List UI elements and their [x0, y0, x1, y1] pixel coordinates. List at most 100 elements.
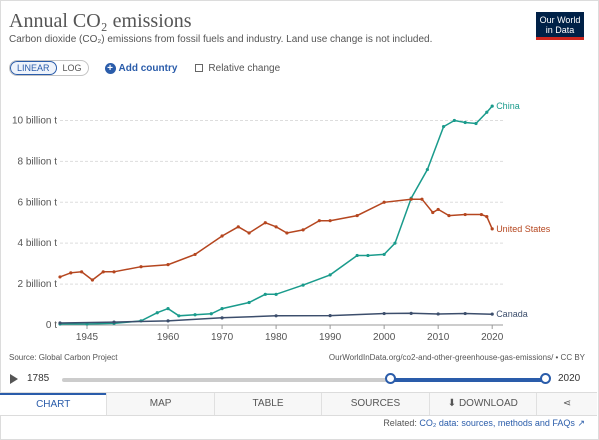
external-link-icon: ↗ — [577, 418, 585, 428]
data-point — [409, 311, 413, 315]
data-point — [328, 219, 332, 223]
timeline-start-label: 1785 — [27, 373, 50, 384]
data-point — [58, 275, 62, 279]
tab-map[interactable]: MAP — [106, 393, 213, 415]
chart-controls: LINEAR LOG + Add country Relative change — [9, 60, 280, 76]
data-point — [112, 270, 116, 274]
add-country-button[interactable]: + Add country — [104, 62, 178, 74]
timeline-selected-range — [391, 378, 545, 382]
data-point — [490, 312, 494, 316]
tab-download[interactable]: ⬇ DOWNLOAD — [428, 393, 536, 415]
x-tick-label: 1970 — [211, 332, 234, 343]
data-point — [80, 270, 84, 274]
data-point — [425, 167, 429, 172]
data-point — [463, 311, 467, 316]
data-point — [220, 316, 224, 320]
related-link[interactable]: CO₂ data: sources, methods and FAQs — [419, 418, 575, 428]
data-point — [447, 213, 451, 218]
data-point — [420, 197, 424, 201]
data-point — [274, 292, 278, 296]
data-point — [166, 263, 170, 267]
source-note: Source: Global Carbon Project — [9, 353, 118, 362]
x-tick-label: 2010 — [427, 332, 450, 343]
share-button[interactable]: ⋖ — [536, 393, 597, 415]
tab-bar: CHART MAP TABLE SOURCES ⬇ DOWNLOAD ⋖ — [0, 392, 597, 416]
data-point — [193, 252, 197, 257]
data-point — [236, 225, 240, 229]
data-point — [479, 212, 483, 217]
data-point — [263, 292, 267, 296]
log-button[interactable]: LOG — [62, 63, 82, 73]
share-icon: ⋖ — [562, 398, 572, 409]
data-point — [409, 197, 413, 201]
data-point — [328, 313, 332, 318]
timeline-track[interactable] — [62, 378, 546, 382]
y-tick-label: 0 t — [46, 320, 57, 331]
linear-button[interactable]: LINEAR — [10, 61, 57, 75]
y-tick-label: 4 billion t — [18, 238, 58, 249]
data-point — [112, 320, 116, 324]
add-country-label: Add country — [118, 62, 178, 74]
y-tick-label: 2 billion t — [18, 279, 58, 290]
tab-chart[interactable]: CHART — [0, 393, 107, 415]
data-point — [328, 273, 332, 277]
data-point — [317, 219, 321, 223]
owid-logo[interactable]: Our World in Data — [536, 12, 584, 40]
data-point — [382, 252, 386, 257]
tab-table[interactable]: TABLE — [213, 393, 321, 415]
line-chart: 0 t 2 billion t 4 billion t 6 billion t 8 bi… — [12, 101, 551, 343]
data-point — [490, 104, 494, 108]
data-point — [382, 311, 386, 316]
series-label: China — [496, 101, 520, 111]
data-point — [355, 253, 359, 258]
data-point — [166, 307, 170, 311]
source-url[interactable]: OurWorldInData.org/co2-and-other-greenho… — [328, 353, 585, 362]
relative-change-toggle[interactable]: Relative change — [195, 63, 280, 74]
data-point — [209, 312, 213, 316]
timeline-start-handle[interactable] — [385, 373, 396, 384]
logo-line2: in Data — [545, 25, 575, 35]
data-point — [247, 300, 251, 305]
data-point — [490, 227, 494, 231]
data-point — [101, 270, 105, 274]
data-point — [441, 124, 446, 129]
timeline-end-label: 2020 — [558, 373, 581, 384]
series-line — [60, 105, 493, 325]
data-point — [177, 314, 181, 318]
data-point — [274, 225, 278, 229]
data-point — [355, 213, 359, 218]
data-point — [247, 231, 251, 235]
y-tick-label: 8 billion t — [18, 156, 58, 167]
data-point — [166, 319, 170, 323]
play-icon[interactable] — [10, 374, 18, 384]
data-point — [393, 241, 397, 245]
chart-subtitle: Carbon dioxide (CO₂) emissions from foss… — [9, 34, 433, 45]
data-point — [452, 118, 456, 123]
scale-toggle: LINEAR LOG — [9, 60, 89, 76]
data-point — [155, 311, 159, 315]
checkbox-icon[interactable] — [195, 64, 204, 72]
data-point — [382, 200, 386, 204]
data-point — [263, 221, 267, 225]
logo-bar — [536, 37, 584, 40]
data-point — [436, 207, 440, 212]
data-point — [90, 278, 95, 282]
data-point — [463, 212, 467, 217]
related-prefix: Related: — [383, 418, 417, 428]
timeline: 1785 2020 — [0, 370, 599, 390]
download-icon: ⬇ — [447, 398, 459, 409]
relative-change-label: Relative change — [208, 62, 281, 74]
series-line — [59, 198, 493, 281]
x-tick-label: 1945 — [76, 332, 99, 343]
tab-sources[interactable]: SOURCES — [321, 393, 428, 415]
x-tick-label: 1990 — [319, 332, 342, 343]
chart-title: Annual CO₂ emissions — [9, 10, 192, 32]
data-point — [220, 234, 224, 238]
timeline-end-handle[interactable] — [540, 373, 551, 384]
data-point — [285, 231, 289, 235]
series-label: Canada — [496, 309, 528, 319]
logo-line1: Our World — [539, 15, 581, 25]
data-point — [139, 265, 143, 269]
data-point — [474, 121, 478, 126]
data-point — [220, 307, 224, 311]
